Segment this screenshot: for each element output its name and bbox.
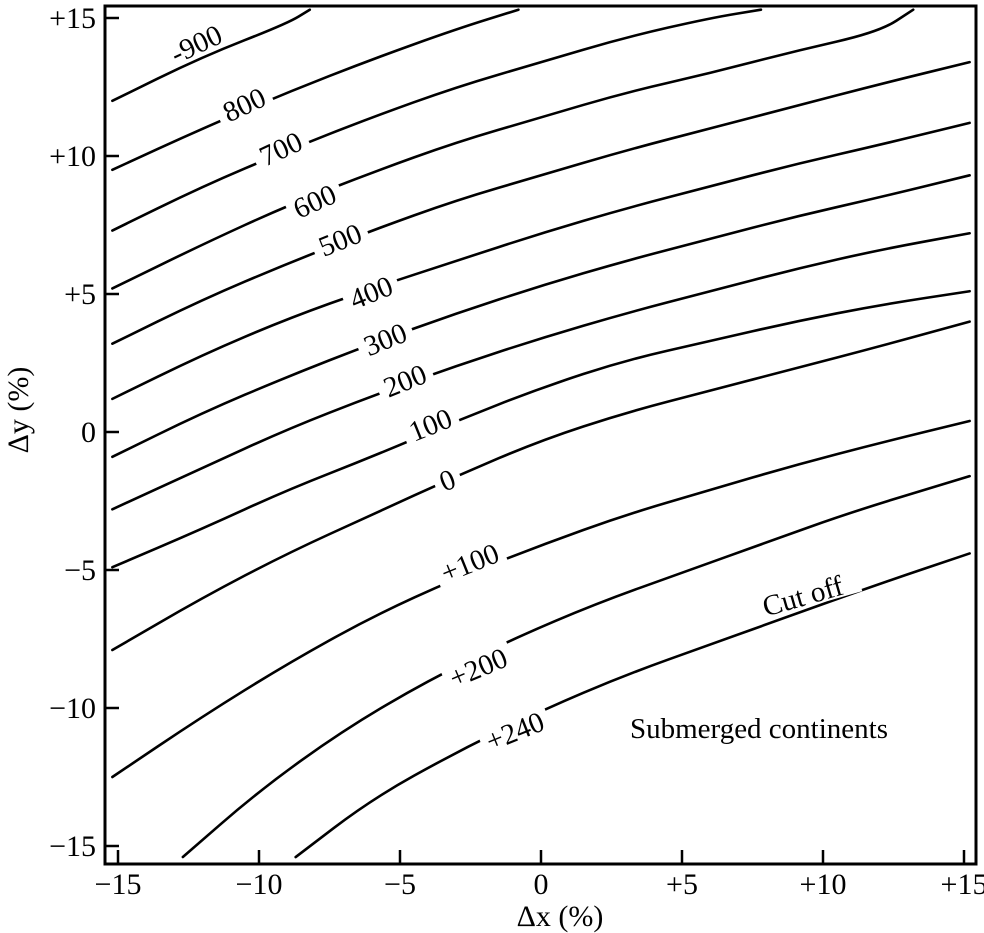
x-tick-label: +10 <box>800 868 847 901</box>
contour-line-9 <box>111 320 971 652</box>
contour-line-3 <box>111 8 915 290</box>
contour-label-backing <box>352 313 417 361</box>
x-axis-label: Δx (%) <box>517 900 604 933</box>
y-axis-label: Δy (%) <box>2 367 35 454</box>
contour-label-group: +200 <box>438 638 517 695</box>
contour-label-backing <box>307 214 371 262</box>
y-tick-label: −5 <box>64 554 96 587</box>
contour-label-group: 600 <box>282 174 346 225</box>
contour-label-group: 400 <box>338 266 402 316</box>
contour-label-group: 800 <box>211 77 275 129</box>
contour-label-backing <box>742 564 863 624</box>
contour-label-backing <box>372 354 436 403</box>
contour-label-backing <box>397 399 462 447</box>
contour-line-7 <box>111 231 971 511</box>
x-tick-label: −5 <box>384 868 416 901</box>
contour-label: +200 <box>445 642 513 695</box>
contour-label-group: -900 <box>156 14 234 70</box>
contour-line-4 <box>111 60 971 345</box>
x-tick-label: 0 <box>534 868 549 901</box>
contour-line-8 <box>111 289 971 569</box>
x-tick-label: −10 <box>236 868 283 901</box>
contour-label-backing <box>475 702 553 756</box>
contour-label: Cut off <box>759 570 847 624</box>
contour-label-backing <box>338 266 402 314</box>
contour-line-5 <box>111 121 971 401</box>
y-tick-label: −10 <box>49 692 96 725</box>
contour-label-group: 700 <box>248 122 312 173</box>
contour-line-12 <box>294 552 971 859</box>
contour-label-group: +240 <box>475 702 553 758</box>
contour-label-group: 100 <box>397 399 462 449</box>
contour-label-group: Cut off <box>742 564 863 624</box>
contour-label-backing <box>211 77 275 128</box>
x-axis: −15 −10 −5 0 +5 +10 +15 <box>95 850 984 901</box>
contour-label-backing <box>428 459 465 497</box>
contour-label: +100 <box>436 538 503 590</box>
y-tick-label: 0 <box>81 416 96 449</box>
contour-label-backing <box>248 122 312 172</box>
x-tick-label: +15 <box>941 868 984 901</box>
contour-lines <box>111 8 971 859</box>
contour-label-backing <box>282 174 346 224</box>
annotation-submerged-continents: Submerged continents <box>630 713 888 745</box>
contour-label-group: 0 <box>428 459 465 498</box>
contour-label-group: 200 <box>372 354 436 404</box>
y-axis: −15 −10 −5 0 +5 +10 +15 <box>49 2 119 863</box>
contour-label-backing <box>156 14 234 70</box>
contour-label-backing <box>438 638 517 693</box>
x-tick-label: +5 <box>666 868 698 901</box>
y-tick-label: −15 <box>49 830 96 863</box>
x-tick-label: −15 <box>95 868 142 901</box>
contour-label: +240 <box>482 706 549 758</box>
contour-line-11 <box>181 474 971 859</box>
contour-label-group: 300 <box>352 313 417 363</box>
y-tick-label: +15 <box>49 2 96 35</box>
contour-line-1 <box>111 8 520 172</box>
contour-line-6 <box>111 174 971 459</box>
contour-line-0 <box>111 8 312 103</box>
contour-label-group: 500 <box>307 214 371 264</box>
y-tick-label: +10 <box>49 140 96 173</box>
contour-label-backing <box>430 534 508 588</box>
contour-line-2 <box>111 8 763 232</box>
contour-label-group: +100 <box>430 534 508 590</box>
y-tick-label: +5 <box>64 278 96 311</box>
